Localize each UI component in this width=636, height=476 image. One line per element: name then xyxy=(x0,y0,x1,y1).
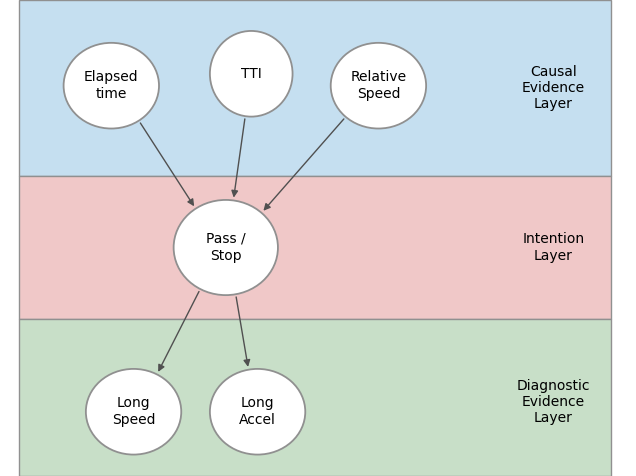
Ellipse shape xyxy=(64,43,159,129)
Text: Pass /
Stop: Pass / Stop xyxy=(206,232,245,263)
Bar xyxy=(19,176,611,319)
Text: Long
Speed: Long Speed xyxy=(112,396,155,427)
Text: TTI: TTI xyxy=(241,67,261,81)
Ellipse shape xyxy=(331,43,426,129)
Ellipse shape xyxy=(210,31,293,117)
Ellipse shape xyxy=(86,369,181,455)
Ellipse shape xyxy=(210,369,305,455)
Text: Causal
Evidence
Layer: Causal Evidence Layer xyxy=(522,65,585,111)
Text: Elapsed
time: Elapsed time xyxy=(84,70,139,101)
Ellipse shape xyxy=(174,200,278,295)
Text: Relative
Speed: Relative Speed xyxy=(350,70,406,101)
Text: Diagnostic
Evidence
Layer: Diagnostic Evidence Layer xyxy=(516,379,590,426)
Text: Intention
Layer: Intention Layer xyxy=(522,232,584,263)
Bar xyxy=(19,319,611,476)
Bar xyxy=(19,0,611,176)
Text: Long
Accel: Long Accel xyxy=(239,396,276,427)
